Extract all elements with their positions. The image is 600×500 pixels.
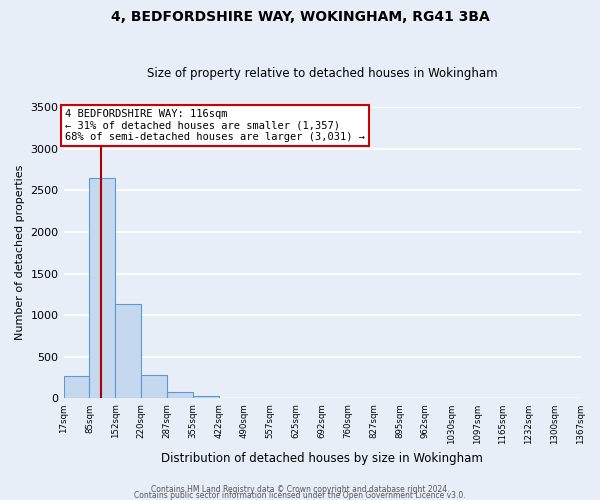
Bar <box>89 178 115 398</box>
Text: Contains HM Land Registry data © Crown copyright and database right 2024.: Contains HM Land Registry data © Crown c… <box>151 484 449 494</box>
Bar <box>167 392 193 398</box>
Title: Size of property relative to detached houses in Wokingham: Size of property relative to detached ho… <box>147 66 497 80</box>
Bar <box>64 376 89 398</box>
X-axis label: Distribution of detached houses by size in Wokingham: Distribution of detached houses by size … <box>161 452 483 465</box>
Text: Contains public sector information licensed under the Open Government Licence v3: Contains public sector information licen… <box>134 490 466 500</box>
Y-axis label: Number of detached properties: Number of detached properties <box>15 165 25 340</box>
Bar <box>141 374 167 398</box>
Text: 4 BEDFORDSHIRE WAY: 116sqm
← 31% of detached houses are smaller (1,357)
68% of s: 4 BEDFORDSHIRE WAY: 116sqm ← 31% of deta… <box>65 108 365 142</box>
Bar <box>115 304 141 398</box>
Text: 4, BEDFORDSHIRE WAY, WOKINGHAM, RG41 3BA: 4, BEDFORDSHIRE WAY, WOKINGHAM, RG41 3BA <box>110 10 490 24</box>
Bar <box>193 396 218 398</box>
